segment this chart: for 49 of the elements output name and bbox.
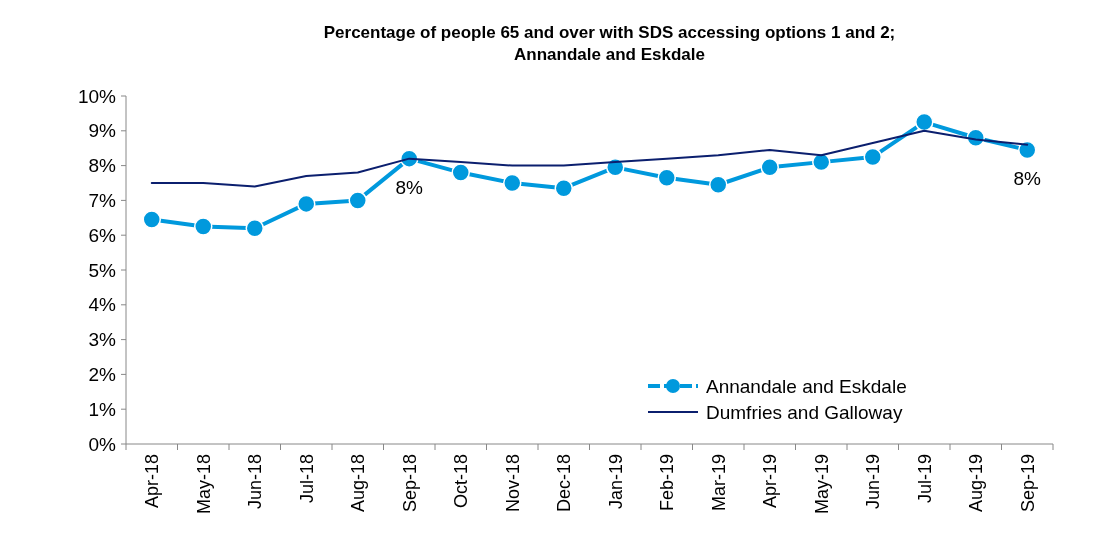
x-tick-label: Jan-19: [605, 454, 626, 510]
data-label: 8%: [1013, 167, 1042, 189]
point: [657, 168, 676, 188]
legend-label: Annandale and Eskdale: [706, 375, 907, 397]
x-tick-label: Oct-18: [451, 454, 472, 509]
x-tick-label: Jul-18: [296, 454, 317, 504]
point: [348, 191, 367, 210]
x-tick-label: Aug-19: [966, 454, 987, 513]
y-tick-label: 6%: [88, 224, 117, 246]
y-tick-label: 9%: [88, 120, 117, 142]
point: [142, 210, 161, 229]
x-tick-label: Feb-19: [657, 454, 678, 512]
y-tick-label: 3%: [88, 329, 117, 351]
x-tick-label: Mar-19: [708, 454, 729, 512]
y-tick-label: 4%: [88, 294, 117, 316]
x-tick-label: Apr-18: [142, 454, 163, 509]
point: [451, 163, 470, 182]
y-tick-label: 7%: [88, 190, 117, 212]
point: [554, 178, 573, 198]
point: [863, 147, 882, 167]
x-tick-label: Apr-19: [760, 454, 781, 509]
point: [503, 173, 522, 193]
y-tick-label: 1%: [88, 398, 117, 420]
x-tick-label: Sep-19: [1017, 454, 1038, 513]
point: [245, 218, 264, 238]
data-label: 8%: [395, 176, 424, 198]
x-tick-label: Sep-18: [399, 454, 420, 513]
point: [1018, 140, 1037, 160]
point: [760, 158, 779, 177]
x-tick-label: Dec-18: [554, 454, 575, 513]
y-tick-label: 0%: [88, 433, 117, 455]
x-tick-label: Jul-19: [914, 454, 935, 504]
y-tick-label: 10%: [77, 85, 117, 107]
point: [915, 112, 934, 132]
point: [812, 152, 831, 172]
y-tick-label: 2%: [88, 364, 117, 386]
x-tick-label: Jun-19: [863, 454, 884, 510]
legend-label: Dumfries and Galloway: [706, 401, 903, 423]
x-tick-label: Aug-18: [348, 454, 369, 513]
y-tick-label: 8%: [88, 155, 117, 177]
y-tick-label: 5%: [88, 259, 117, 281]
x-tick-label: Nov-18: [502, 454, 523, 513]
point: [709, 175, 728, 194]
x-tick-label: Jun-18: [245, 454, 266, 510]
point: [297, 194, 316, 214]
x-tick-label: May-18: [193, 454, 214, 515]
chart-title: Percentage of people 65 and over with SDS accessing options 1 and 2; Annandale and Eskdale: [323, 23, 896, 64]
x-tick-label: May-19: [811, 454, 832, 515]
point: [194, 217, 213, 236]
